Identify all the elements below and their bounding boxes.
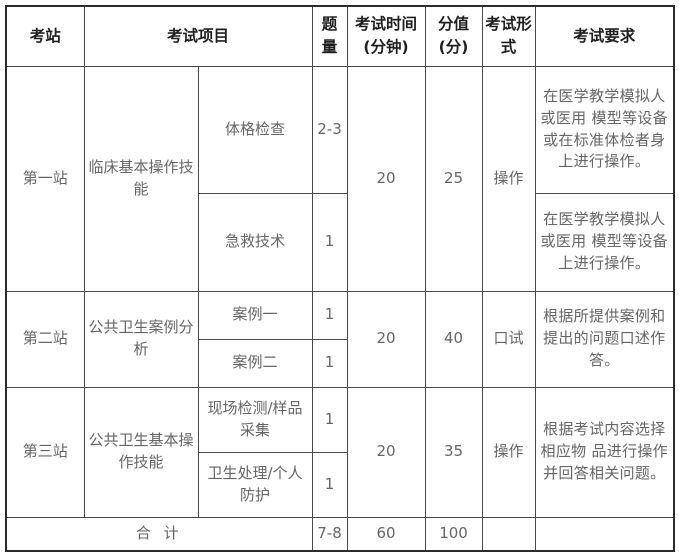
header-score-line2: (分) (438, 38, 469, 57)
cell-project-3: 公共卫生基本操作技能 (83, 386, 199, 518)
cell-station-2: 第二站 (5, 290, 85, 388)
cell-requirement-2: 根据所提供案例和提出的问题口述作答。 (534, 290, 675, 388)
cell-sub-3-1: 现场检测/样品采集 (197, 386, 313, 453)
header-time-line1: 考试时间 (355, 15, 418, 33)
cell-count-3-1: 1 (311, 386, 348, 453)
cell-total-requirement (534, 516, 675, 551)
cell-count-2-1: 1 (311, 290, 348, 340)
cell-time-1: 20 (346, 65, 426, 292)
header-station: 考站 (5, 5, 85, 67)
cell-count-2-2: 1 (311, 338, 348, 388)
cell-form-2: 口试 (481, 290, 536, 388)
header-count: 题量 (311, 5, 348, 67)
cell-total-label: 合 计 (5, 516, 313, 551)
table-row: 第三站 公共卫生基本操作技能 现场检测/样品采集 1 20 35 操作 根据考试… (5, 386, 675, 518)
table-row: 第一站 临床基本操作技能 体格检查 2-3 20 25 操作 在医学教学模拟人或… (5, 65, 675, 292)
header-score-line1: 分值 (438, 15, 470, 33)
cell-time-3: 20 (346, 386, 426, 518)
cell-requirement-3: 根据考试内容选择相应物 品进行操作并回答相关问题。 (534, 386, 675, 518)
cell-total-score: 100 (424, 516, 483, 551)
cell-total-time: 60 (346, 516, 426, 551)
cell-count-3-2: 1 (311, 451, 348, 518)
cell-requirement-1-1: 在医学教学模拟人或医用 模型等设备或在标准体检者身上进行操作。 (534, 65, 675, 194)
cell-sub-1-1: 体格检查 (197, 65, 313, 194)
table-total-row: 合 计 7-8 60 100 (5, 516, 675, 551)
cell-form-1: 操作 (481, 65, 536, 292)
header-row: 考站 考试项目 题量 考试时间 (分钟) 分值 (分) 考试形式 考试要求 (5, 5, 675, 67)
cell-requirement-1-2: 在医学教学模拟人或医用 模型等设备上进行操作。 (534, 192, 675, 292)
header-time: 考试时间 (分钟) (346, 5, 426, 67)
table-row: 卫生处理/个人防护 1 (6, 451, 674, 518)
cell-score-2: 40 (424, 290, 483, 388)
cell-sub-3-2: 卫生处理/个人防护 (197, 451, 313, 518)
cell-time-2: 20 (346, 290, 426, 388)
table-row: 第二站 公共卫生案例分析 案例一 1 20 40 口试 根据所提供案例和提出的问… (5, 290, 675, 388)
table-row: 案例二 1 (6, 338, 674, 388)
table-header: 考站 考试项目 题量 考试时间 (分钟) 分值 (分) 考试形式 考试要求 (5, 5, 675, 67)
header-requirement: 考试要求 (534, 5, 675, 67)
cell-score-3: 35 (424, 386, 483, 518)
cell-count-1-2: 1 (311, 192, 348, 292)
cell-station-3: 第三站 (5, 386, 85, 518)
cell-sub-1-2: 急救技术 (197, 192, 313, 292)
cell-total-form (481, 516, 536, 551)
cell-sub-2-2: 案例二 (197, 338, 313, 388)
cell-score-1: 25 (424, 65, 483, 292)
header-time-line2: (分钟) (363, 38, 409, 57)
header-score: 分值 (分) (424, 5, 483, 67)
exam-schedule-table-container: 考站 考试项目 题量 考试时间 (分钟) 分值 (分) 考试形式 考试要求 第一… (5, 5, 676, 552)
cell-project-2: 公共卫生案例分析 (83, 290, 199, 388)
exam-schedule-table: 考站 考试项目 题量 考试时间 (分钟) 分值 (分) 考试形式 考试要求 第一… (5, 5, 676, 552)
cell-project-1: 临床基本操作技能 (83, 65, 199, 292)
table-row: 急救技术 1 在医学教学模拟人或医用 模型等设备上进行操作。 (6, 192, 675, 292)
cell-count-1-1: 2-3 (311, 65, 348, 194)
header-form: 考试形式 (481, 5, 536, 67)
cell-station-1: 第一站 (5, 65, 85, 292)
cell-total-count: 7-8 (311, 516, 348, 551)
table-body: 第一站 临床基本操作技能 体格检查 2-3 20 25 操作 在医学教学模拟人或… (5, 65, 675, 551)
cell-form-3: 操作 (481, 386, 536, 518)
cell-sub-2-1: 案例一 (197, 290, 313, 340)
header-project: 考试项目 (83, 5, 313, 67)
